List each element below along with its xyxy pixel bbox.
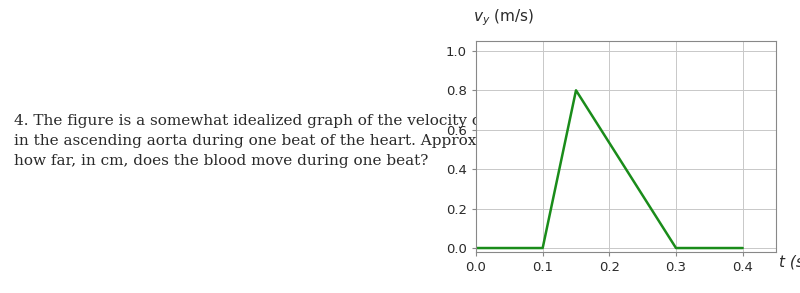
Text: t (s): t (s) <box>779 254 800 269</box>
Text: $v_y$ (m/s): $v_y$ (m/s) <box>473 8 534 28</box>
Text: 4. The figure is a somewhat idealized graph of the velocity of blood
in the asce: 4. The figure is a somewhat idealized gr… <box>14 114 534 168</box>
